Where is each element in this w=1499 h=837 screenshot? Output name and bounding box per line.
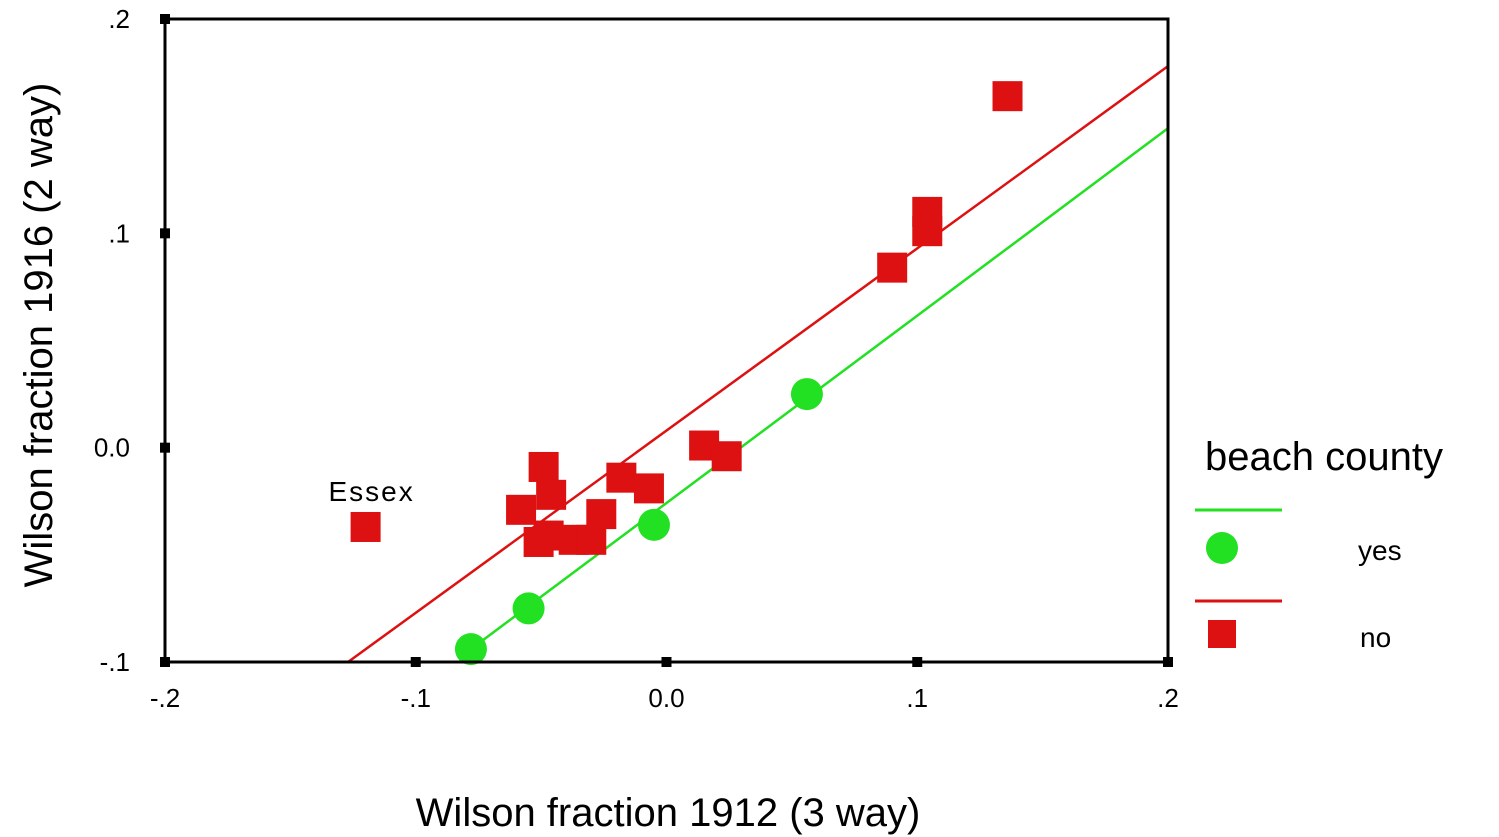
x-tick-mark xyxy=(661,657,672,667)
point-no xyxy=(350,511,381,542)
y-axis-title: Wilson fraction 1916 (2 way) xyxy=(17,83,61,588)
point-no xyxy=(912,196,943,227)
x-tick-label: 0.0 xyxy=(648,683,684,713)
x-tick-label: -.1 xyxy=(401,683,431,713)
legend-title: beach county xyxy=(1205,435,1443,479)
point-no xyxy=(506,494,537,525)
x-tick-mark xyxy=(912,657,923,667)
y-tick-mark xyxy=(160,442,170,453)
y-tick-label: 0.0 xyxy=(94,433,130,463)
point-no xyxy=(533,520,564,551)
y-tick-label: .2 xyxy=(108,4,130,34)
point-no xyxy=(877,252,908,283)
legend-label-yes: yes xyxy=(1358,535,1402,566)
data-points xyxy=(350,81,1023,666)
point-no xyxy=(536,479,567,510)
point-yes xyxy=(637,508,670,541)
point-no xyxy=(633,473,664,504)
y-tick-mark xyxy=(160,14,170,24)
point-no xyxy=(586,499,617,530)
y-tick-label: .1 xyxy=(108,218,130,248)
point-yes xyxy=(454,633,487,666)
fit-line-no xyxy=(347,65,1169,664)
legend-marker-no xyxy=(1208,620,1236,648)
x-tick-label: .2 xyxy=(1157,683,1179,713)
x-axis-title: Wilson fraction 1912 (3 way) xyxy=(416,791,921,835)
point-no xyxy=(576,524,607,555)
y-tick-label: -.1 xyxy=(100,647,130,677)
point-no xyxy=(528,451,559,482)
annotation-label: Essex xyxy=(328,476,414,507)
legend: beach county yes no xyxy=(1195,435,1443,653)
annotations: Essex xyxy=(328,476,414,507)
y-tick-mark xyxy=(160,228,170,239)
x-tick-label: .1 xyxy=(906,683,928,713)
point-yes xyxy=(512,592,545,625)
legend-label-no: no xyxy=(1360,622,1391,653)
point-no xyxy=(992,81,1023,112)
point-yes xyxy=(790,378,823,411)
point-no xyxy=(711,441,742,472)
point-no xyxy=(606,462,637,493)
legend-marker-yes xyxy=(1206,532,1238,564)
x-tick-label: -.2 xyxy=(150,683,180,713)
x-tick-mark xyxy=(410,657,421,667)
y-tick-mark xyxy=(160,657,170,667)
x-tick-mark xyxy=(1163,657,1173,667)
y-axis-ticks: -.1 0.0 .1 .2 xyxy=(94,4,170,677)
